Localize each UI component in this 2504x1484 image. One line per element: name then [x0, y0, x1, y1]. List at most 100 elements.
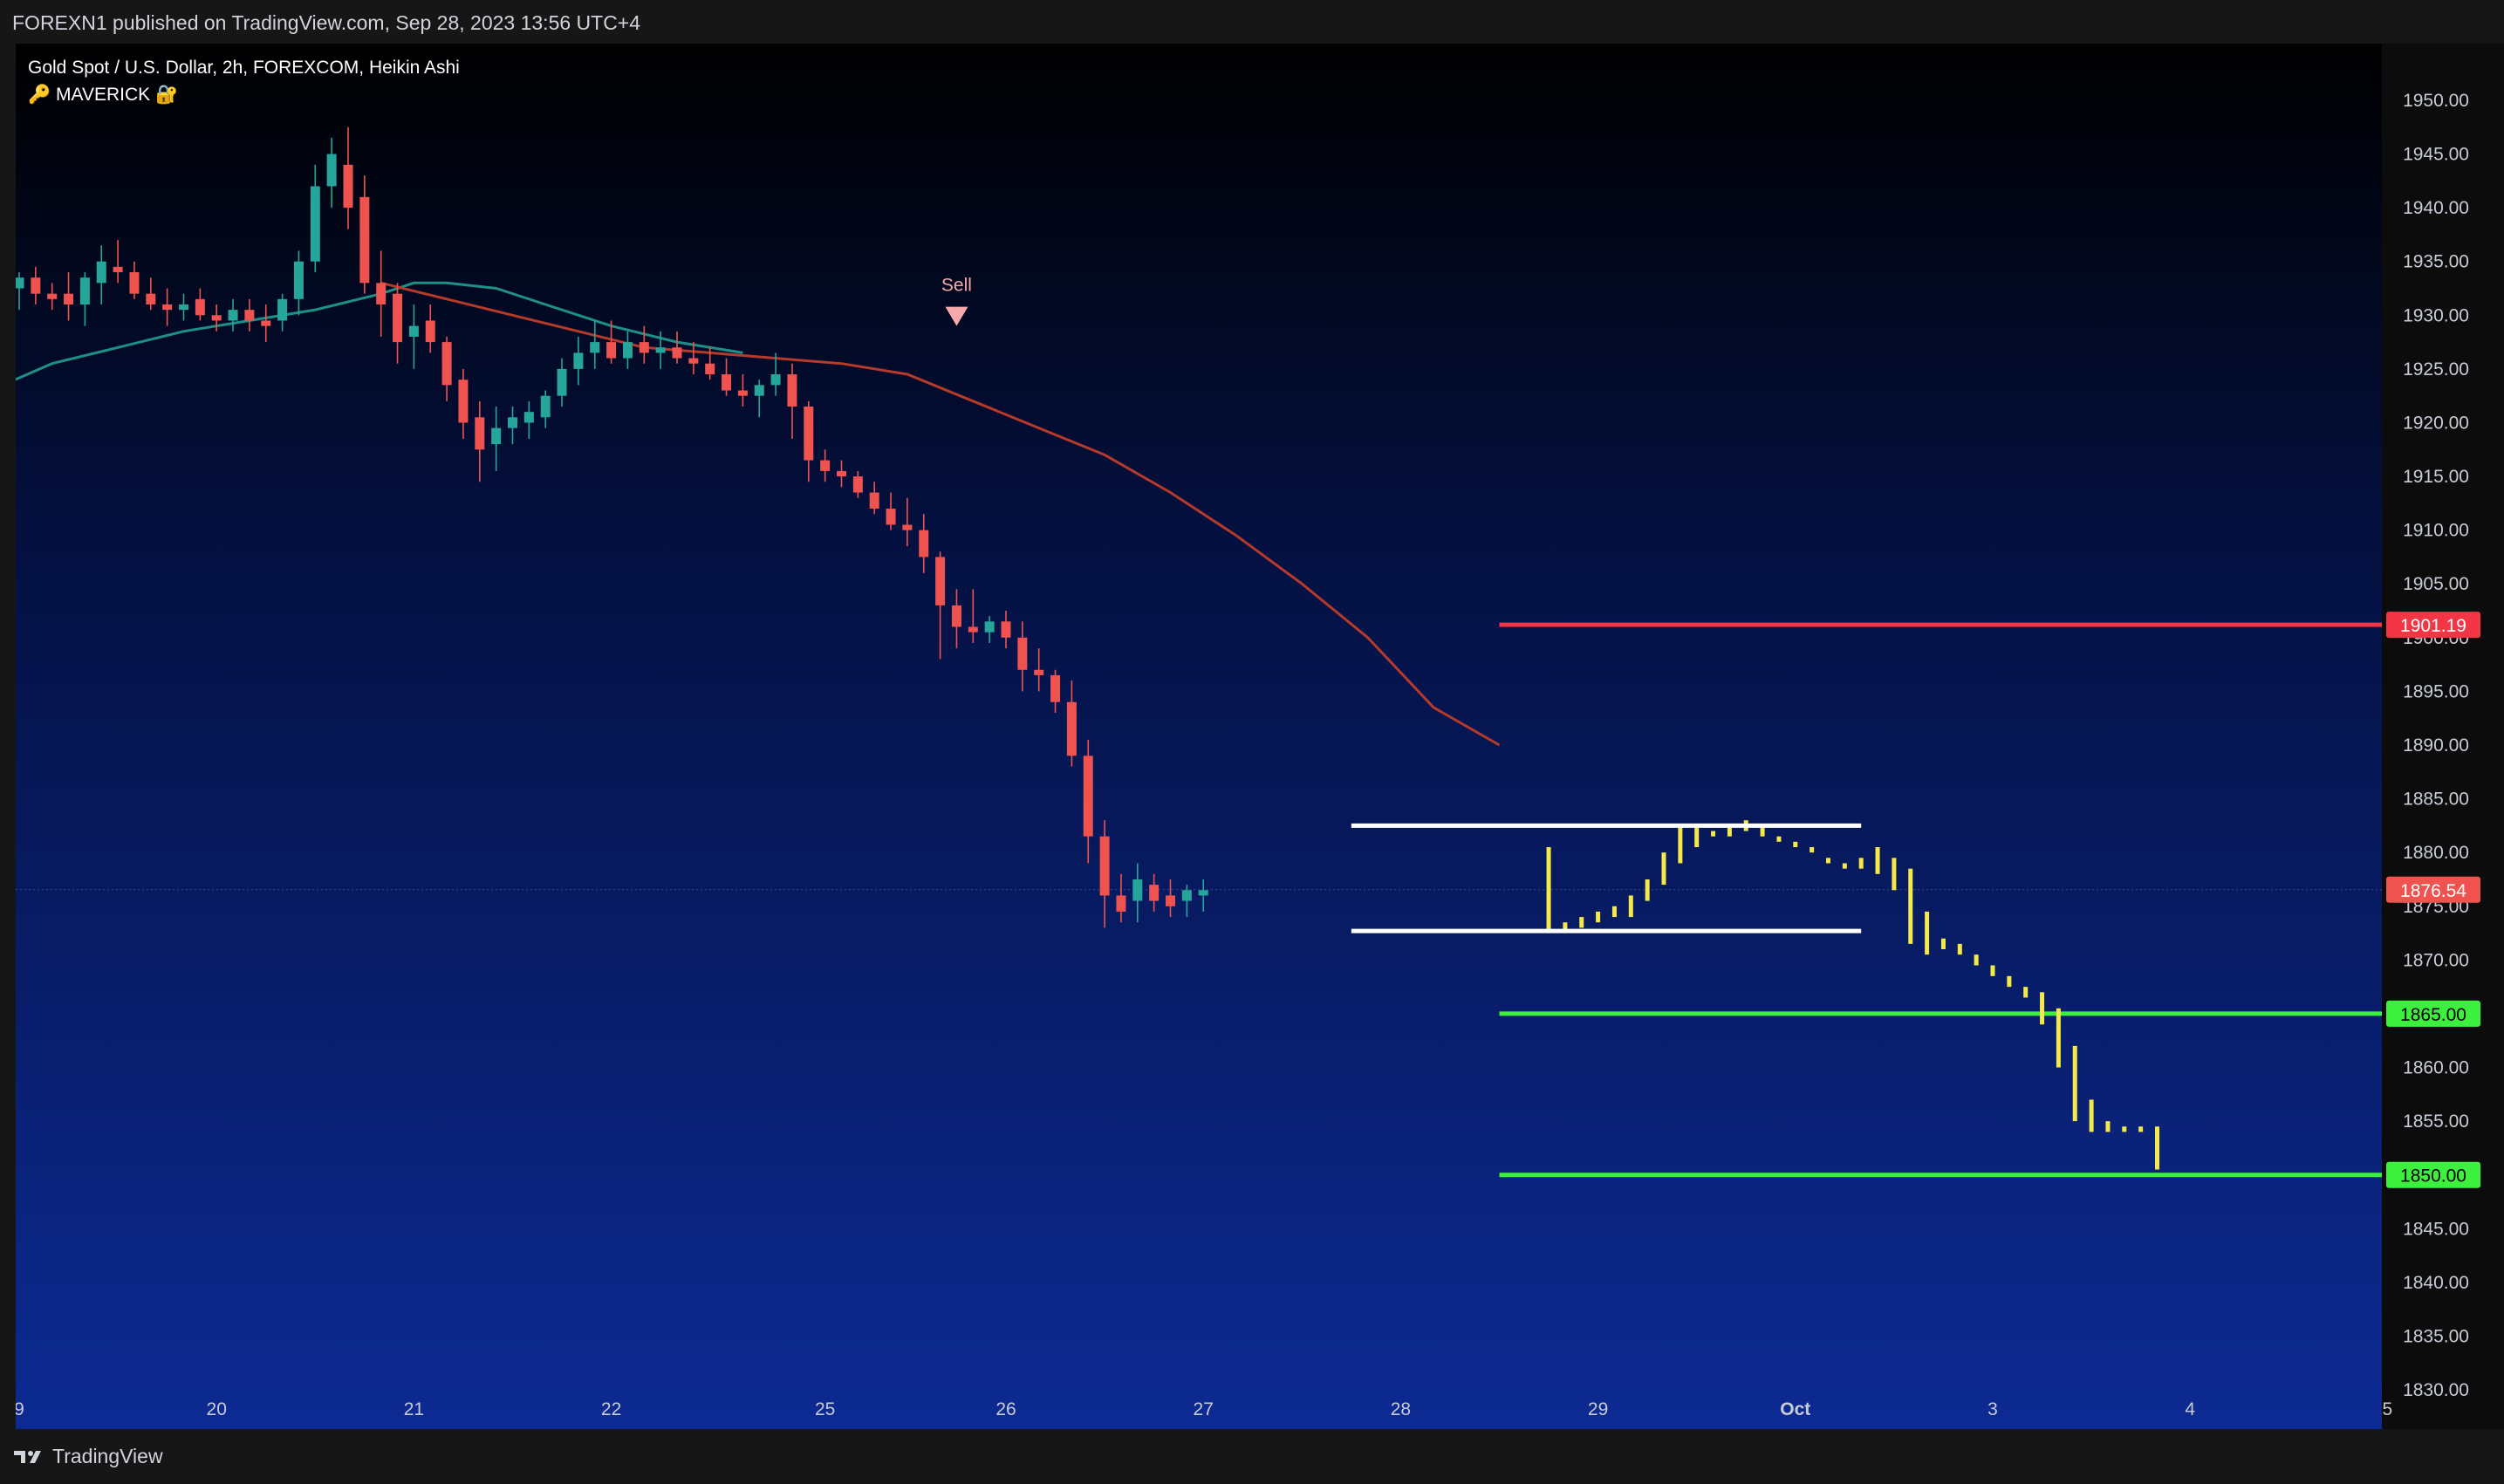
candle-body	[1099, 836, 1110, 896]
candle	[984, 616, 995, 643]
projection-bar	[1628, 895, 1633, 918]
symbol-line[interactable]: Gold Spot / U.S. Dollar, 2h, FOREXCOM, H…	[28, 58, 460, 78]
candle	[326, 138, 337, 209]
projection-bar	[2089, 1099, 2094, 1132]
x-tick-label: 20	[207, 1399, 227, 1419]
candle	[195, 288, 205, 321]
projection-bar	[1611, 906, 1617, 918]
x-tick-label: 21	[404, 1399, 424, 1419]
price-chart[interactable]: Sell 1830.00 1835.00 1840.00 1845.00 1850.00…	[16, 44, 2504, 1429]
chart-area[interactable]: Sell 1830.00 1835.00 1840.00 1845.00 1850.00…	[16, 44, 2504, 1429]
projection-bar	[1892, 858, 1897, 891]
current-price-tag-box	[2386, 876, 2480, 903]
candle-body	[869, 492, 879, 509]
candle-body	[491, 427, 502, 445]
candle-body	[737, 390, 748, 396]
candle	[573, 336, 584, 386]
candle-body	[1050, 674, 1061, 702]
candle	[590, 320, 600, 369]
candle-body	[79, 277, 90, 304]
support-price-tag-box	[2386, 1000, 2480, 1027]
candle	[1198, 879, 1208, 912]
y-tick-label: 1915.00	[2403, 467, 2469, 487]
candle	[31, 266, 41, 304]
y-tick-label: 1905.00	[2403, 574, 2469, 594]
candle	[458, 368, 469, 439]
chart-legend[interactable]: Gold Spot / U.S. Dollar, 2h, FOREXCOM, H…	[28, 54, 460, 108]
candle-body	[639, 342, 649, 353]
candle-body	[820, 460, 831, 471]
projection-bar	[2040, 992, 2045, 1025]
y-tick-label: 1925.00	[2403, 359, 2469, 380]
indicator-line[interactable]: 🔑 MAVERICK 🔐	[28, 81, 460, 108]
candle-body	[1116, 895, 1126, 912]
projection-bar	[1694, 825, 1700, 848]
support-price-tag-label: 1850.00	[2400, 1166, 2466, 1187]
sell-signal-label: Sell	[941, 276, 972, 296]
tradingview-logo-icon	[14, 1450, 41, 1463]
candle	[837, 460, 846, 488]
candle-body	[852, 476, 863, 493]
candle	[228, 298, 238, 332]
candle-body	[1083, 756, 1093, 837]
y-tick-label: 1950.00	[2403, 91, 2469, 111]
candle-body	[179, 304, 188, 311]
candle	[1116, 873, 1126, 923]
candle	[64, 272, 74, 321]
candle-body	[787, 374, 797, 407]
candle-body	[1149, 885, 1160, 901]
candle	[622, 331, 633, 369]
brand[interactable]: TradingView	[14, 1445, 163, 1468]
candle	[162, 288, 173, 326]
candle	[408, 304, 419, 369]
candle	[475, 400, 485, 482]
candle-body	[523, 412, 534, 423]
candle	[261, 304, 271, 343]
candle	[113, 240, 123, 284]
candle-body	[968, 626, 978, 633]
projection-bar	[2138, 1126, 2144, 1132]
candle	[639, 325, 649, 364]
x-tick-label: 29	[1588, 1399, 1608, 1419]
candle-body	[573, 352, 584, 369]
candle-body	[343, 164, 353, 209]
candle-body	[261, 320, 271, 326]
candle-body	[1181, 890, 1192, 901]
moving-average-2	[380, 281, 1501, 747]
candle	[705, 347, 715, 380]
projection-bar	[2007, 975, 2012, 988]
projection-bar	[1826, 858, 1830, 864]
candle-body	[195, 298, 205, 316]
y-tick-label: 1885.00	[2403, 790, 2469, 810]
lock-icon: 🔐	[154, 85, 179, 105]
x-tick-label: Oct	[1780, 1399, 1810, 1419]
y-tick-label: 1895.00	[2403, 681, 2469, 701]
candle-body	[705, 363, 715, 375]
price-scale-background[interactable]	[2382, 44, 2504, 1429]
candle	[557, 358, 567, 407]
y-tick-label: 1945.00	[2403, 145, 2469, 165]
projection-bar	[2122, 1126, 2127, 1132]
candle-body	[590, 342, 600, 353]
indicator-name[interactable]: MAVERICK	[56, 85, 151, 105]
candle-body	[722, 374, 732, 391]
y-tick-label: 1840.00	[2403, 1273, 2469, 1293]
candle	[146, 277, 156, 311]
x-tick-label: 26	[995, 1399, 1016, 1419]
y-tick-label: 1930.00	[2403, 305, 2469, 325]
sell-signal-triangle-icon	[945, 306, 968, 326]
candle-body	[557, 368, 567, 396]
candle	[310, 164, 320, 273]
publisher-bar: FOREXN1 published on TradingView.com, Se…	[0, 0, 2504, 44]
candle	[96, 245, 106, 304]
projection-bar	[1776, 836, 1782, 842]
resistance-price-tag: 1901.19	[2386, 612, 2480, 639]
projection-bar	[1908, 868, 1913, 944]
brand-name[interactable]: TradingView	[52, 1445, 163, 1467]
projection-bar	[2023, 987, 2029, 998]
candle-body	[508, 417, 517, 428]
candle-body	[655, 347, 666, 353]
candle-body	[1166, 895, 1175, 906]
candle	[1181, 885, 1192, 918]
candle-body	[211, 315, 222, 321]
